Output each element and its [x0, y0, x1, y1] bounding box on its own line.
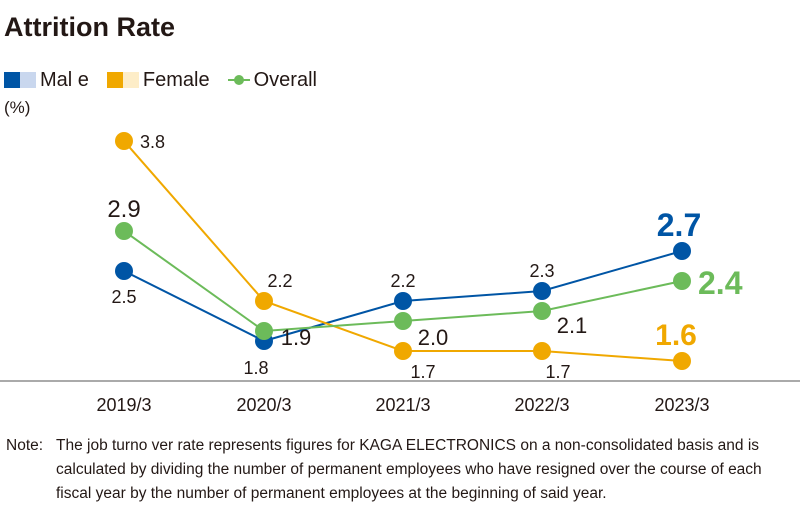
- female-data-label: 1.7: [410, 362, 435, 382]
- female-point: [255, 292, 273, 310]
- female-data-label: 1.6: [655, 319, 697, 352]
- x-tick-label: 2023/3: [654, 395, 709, 415]
- overall-data-label: 2.9: [107, 196, 140, 223]
- overall-line-marker: [227, 72, 250, 88]
- male-point: [673, 242, 691, 260]
- male-swatch-dark: [4, 72, 20, 88]
- female-point: [533, 342, 551, 360]
- legend-item-female: Female: [106, 68, 210, 92]
- male-swatch-light: [20, 72, 36, 88]
- overall-point: [533, 302, 551, 320]
- male-data-label: 1.8: [243, 358, 268, 378]
- female-data-label: 3.8: [140, 132, 165, 152]
- female-point: [673, 352, 691, 370]
- female-data-label: 2.2: [267, 271, 292, 291]
- male-data-label: 2.2: [390, 271, 415, 291]
- overall-point: [394, 312, 412, 330]
- male-point: [115, 262, 133, 280]
- footnote: Note: The job turno ver rate represents …: [6, 434, 786, 506]
- overall-point: [255, 322, 273, 340]
- x-tick-label: 2019/3: [96, 395, 151, 415]
- x-tick-label: 2022/3: [514, 395, 569, 415]
- overall-point: [673, 272, 691, 290]
- female-data-label: 1.7: [545, 362, 570, 382]
- legend-item-overall: Overall: [227, 68, 317, 92]
- legend-label-male: Mal e: [40, 68, 89, 91]
- unit-label: (%): [4, 98, 31, 117]
- x-tick-label: 2021/3: [375, 395, 430, 415]
- chart-title: Attrition Rate: [4, 12, 175, 42]
- female-swatch-dark: [106, 72, 123, 88]
- male-data-label: 2.3: [529, 261, 554, 281]
- overall-data-label: 1.9: [281, 325, 312, 350]
- legend-label-overall: Overall: [253, 68, 317, 91]
- female-point: [394, 342, 412, 360]
- legend: Mal e Female Overall: [4, 66, 335, 94]
- footnote-text: The job turno ver rate represents figure…: [56, 437, 762, 502]
- footnote-head: Note:: [6, 437, 44, 454]
- male-point: [394, 292, 412, 310]
- male-data-label: 2.5: [111, 287, 136, 307]
- male-point: [533, 282, 551, 300]
- overall-data-label: 2.4: [698, 265, 743, 301]
- overall-data-label: 2.0: [418, 325, 449, 350]
- x-tick-label: 2020/3: [236, 395, 291, 415]
- line-chart: 2019/3 2020/3 2021/3 2022/3 2023/3 2.5 1.8 2.2 2…: [0, 132, 800, 415]
- legend-item-male: Mal e: [4, 69, 89, 92]
- overall-point: [115, 222, 133, 240]
- overall-data-label: 2.1: [557, 313, 588, 338]
- female-swatch-light: [122, 72, 139, 88]
- female-point: [115, 132, 133, 150]
- legend-label-female: Female: [142, 68, 210, 91]
- male-data-label: 2.7: [657, 207, 701, 243]
